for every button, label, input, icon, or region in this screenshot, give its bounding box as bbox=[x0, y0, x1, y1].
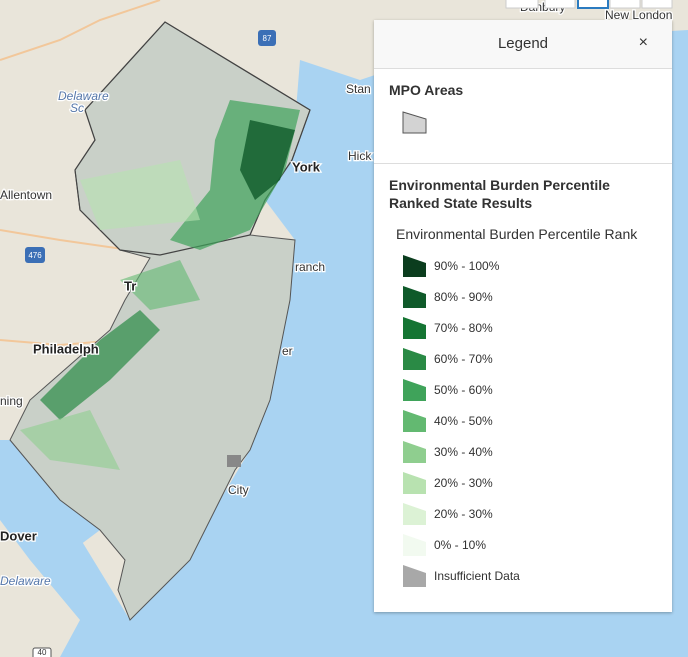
legend-label: 50% - 60% bbox=[434, 382, 493, 397]
place-label: Tr bbox=[124, 278, 136, 293]
swatch bbox=[403, 254, 426, 277]
swatch bbox=[403, 378, 426, 401]
legend-button[interactable] bbox=[577, 0, 609, 9]
legend-item: 60% - 70% bbox=[402, 343, 672, 374]
mpo-boundary bbox=[74, 21, 311, 256]
swatch bbox=[403, 471, 426, 494]
burden-area bbox=[80, 160, 200, 230]
legend-section: Environmental Burden Percentile Ranked S… bbox=[374, 164, 672, 591]
swatch bbox=[403, 409, 426, 432]
legend-item: 40% - 50% bbox=[402, 405, 672, 436]
road bbox=[0, 229, 131, 251]
legend-item: 20% - 30% bbox=[402, 467, 672, 498]
swatch bbox=[402, 111, 427, 134]
section-title: Environmental Burden Percentile Ranked S… bbox=[389, 177, 610, 211]
swatch bbox=[403, 440, 426, 463]
burden-area bbox=[120, 260, 200, 310]
swatch bbox=[403, 347, 426, 370]
legend-item: Insufficient Data bbox=[402, 560, 672, 591]
tool-button[interactable] bbox=[641, 0, 673, 9]
legend-items: 90% - 100% 80% - 90% 70% - 80% 60% - 70% 50%… bbox=[374, 250, 672, 591]
place-label: Delaware bbox=[0, 574, 51, 588]
swatch-box bbox=[403, 316, 426, 339]
swatch bbox=[403, 316, 426, 339]
swatch-box bbox=[403, 564, 426, 587]
burden-area bbox=[240, 120, 295, 200]
swatch bbox=[403, 502, 426, 525]
swatch-box bbox=[403, 533, 426, 556]
burden-area bbox=[20, 410, 120, 470]
swatch-box bbox=[403, 502, 426, 525]
highway-shield bbox=[32, 647, 52, 657]
shield-label: 87 bbox=[263, 34, 272, 43]
swatch-box bbox=[403, 409, 426, 432]
legend-item: 90% - 100% bbox=[402, 250, 672, 281]
legend-label: 80% - 90% bbox=[434, 289, 493, 304]
swatch bbox=[403, 533, 426, 556]
place-label: Delaware bbox=[58, 89, 109, 103]
swatch-box bbox=[403, 378, 426, 401]
shield-label: 476 bbox=[28, 251, 42, 260]
legend-label: 0% - 10% bbox=[434, 537, 487, 552]
legend-item: 50% - 60% bbox=[402, 374, 672, 405]
swatch-box bbox=[403, 285, 426, 308]
legend-label: 20% - 30% bbox=[434, 475, 493, 490]
legend-item: 0% - 10% bbox=[402, 529, 672, 560]
swatch bbox=[403, 564, 426, 587]
legend-item: 30% - 40% bbox=[402, 436, 672, 467]
legend-title: Legend bbox=[497, 35, 549, 52]
place-label: ranch bbox=[295, 260, 325, 274]
place-label: Stan bbox=[346, 82, 371, 96]
swatch bbox=[403, 285, 426, 308]
section-subtitle: Environmental Burden Percentile Rank bbox=[396, 226, 638, 242]
place-label: Dover bbox=[0, 528, 37, 543]
highway-shield bbox=[258, 30, 276, 46]
legend-label: 20% - 30% bbox=[434, 506, 493, 521]
legend-label: 90% - 100% bbox=[434, 258, 500, 273]
legend-item: 70% - 80% bbox=[402, 312, 672, 343]
highway-shield bbox=[25, 247, 45, 263]
place-label: Sc bbox=[70, 101, 84, 115]
legend-header: Legend × bbox=[374, 20, 672, 69]
legend-label: 60% - 70% bbox=[434, 351, 493, 366]
place-label: Allentown bbox=[0, 188, 52, 202]
swatch-box bbox=[403, 440, 426, 463]
tool-button[interactable] bbox=[544, 0, 576, 9]
legend-panel: Legend × MPO Areas Environmental Burden … bbox=[374, 20, 672, 612]
insufficient-data bbox=[227, 455, 241, 467]
shield-label: 40 bbox=[38, 648, 47, 657]
legend-item: 20% - 30% bbox=[402, 498, 672, 529]
swatch-box bbox=[403, 254, 426, 277]
legend-label: 70% - 80% bbox=[434, 320, 493, 335]
place-label: ning bbox=[0, 394, 23, 408]
swatch-box bbox=[403, 347, 426, 370]
tool-button[interactable] bbox=[609, 0, 641, 9]
legend-label: 30% - 40% bbox=[434, 444, 493, 459]
tool-button[interactable] bbox=[505, 0, 539, 9]
section-title: MPO Areas bbox=[389, 82, 464, 98]
mpo-swatch bbox=[402, 111, 427, 134]
legend-label: Insufficient Data bbox=[434, 568, 520, 583]
place-label: Philadelph bbox=[33, 341, 99, 356]
delaware-bay bbox=[0, 440, 100, 560]
place-label: er bbox=[282, 344, 293, 358]
legend-section: MPO Areas bbox=[374, 69, 672, 164]
legend-label: 40% - 50% bbox=[434, 413, 493, 428]
place-label: New London bbox=[605, 8, 672, 22]
place-label: City bbox=[228, 483, 249, 497]
swatch-box bbox=[403, 471, 426, 494]
close-button[interactable]: × bbox=[638, 34, 648, 51]
road bbox=[0, 0, 161, 61]
place-label: Hick bbox=[348, 149, 372, 163]
place-label: York bbox=[292, 159, 321, 174]
legend-item: 80% - 90% bbox=[402, 281, 672, 312]
burden-area bbox=[40, 310, 160, 420]
